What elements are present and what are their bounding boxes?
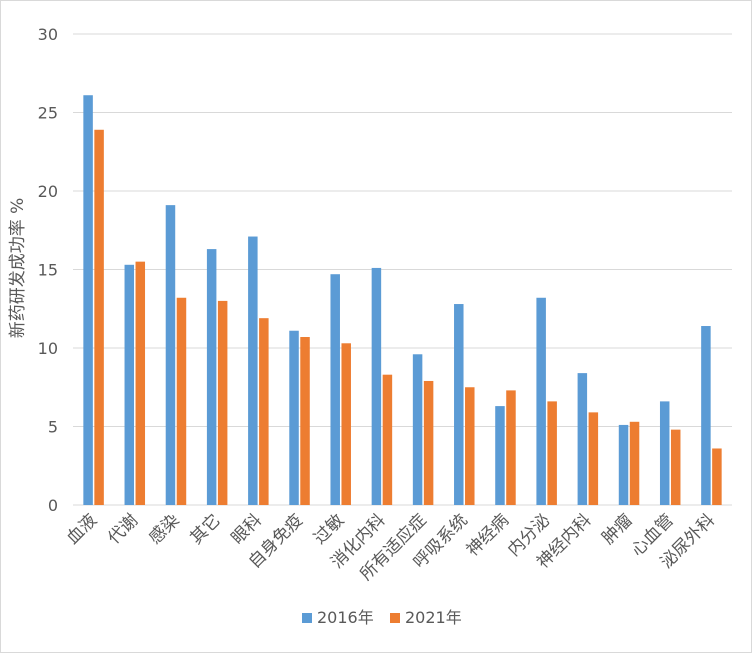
bar-2021年-血液 (94, 129, 104, 505)
y-tick-label: 5 (48, 418, 58, 437)
bar-2016年-眼科 (248, 236, 258, 505)
bar-2021年-眼科 (259, 318, 269, 505)
legend: 2016年 2021年 (302, 608, 462, 627)
bar-2016年-代谢 (124, 264, 135, 505)
y-tick-label: 25 (38, 104, 58, 123)
y-tick-label: 15 (38, 261, 58, 280)
bar-2021年-感染 (176, 297, 187, 505)
bar-2021年-其它 (217, 300, 228, 505)
bar-2021年-神经内科 (588, 412, 599, 505)
bar-2016年-肿瘤 (618, 424, 629, 505)
bar-2016年-神经病 (495, 406, 505, 505)
legend-label: 2021年 (405, 608, 462, 627)
bars (83, 95, 722, 505)
legend-swatch (302, 613, 312, 623)
y-axis-label: 新药研发成功率 % (8, 198, 28, 339)
bar-2021年-过敏 (341, 343, 351, 505)
bar-2016年-心血管 (659, 401, 670, 505)
y-tick-label: 0 (48, 496, 58, 515)
bar-2021年-内分泌 (547, 401, 557, 505)
bar-2021年-肿瘤 (629, 421, 640, 505)
bar-2021年-自身免疫 (300, 337, 310, 505)
bar-2021年-心血管 (670, 429, 681, 505)
y-tick-label: 20 (38, 182, 58, 201)
bar-2016年-泌尿外科 (701, 326, 711, 505)
bar-2021年-神经病 (506, 390, 516, 505)
x-category-label: 感染 (145, 510, 183, 548)
y-tick-label: 30 (38, 25, 58, 44)
bar-2016年-所有适应症 (412, 354, 423, 505)
bar-2016年-呼吸系统 (454, 304, 464, 505)
bar-2016年-消化内科 (371, 267, 382, 505)
bar-2016年-内分泌 (536, 297, 546, 505)
legend-label: 2016年 (317, 608, 374, 627)
bar-2021年-泌尿外科 (712, 448, 722, 505)
bar-2016年-自身免疫 (289, 330, 299, 505)
bar-2016年-血液 (83, 95, 93, 505)
legend-swatch (390, 613, 400, 623)
bar-2016年-感染 (165, 205, 176, 505)
bar-2016年-其它 (206, 249, 217, 505)
x-category-label: 神经病 (463, 510, 513, 560)
bar-2016年-神经内科 (577, 373, 588, 505)
bar-2021年-消化内科 (382, 374, 393, 505)
bar-2021年-呼吸系统 (465, 387, 475, 505)
x-category-label: 其它 (187, 510, 225, 548)
x-category-label: 代谢 (104, 510, 142, 548)
y-axis-ticks: 0 5 10 15 20 25 30 (38, 25, 58, 515)
x-axis-categories: 血液 代谢 感染 其它 眼科自身免疫 过敏消化内科所有适应症呼吸系统神经病内分泌神经内科肿… (63, 510, 719, 584)
bar-2016年-过敏 (330, 274, 340, 505)
y-tick-label: 10 (38, 339, 58, 358)
bar-2021年-代谢 (135, 261, 146, 505)
bar-2021年-所有适应症 (423, 380, 434, 505)
x-category-label: 血液 (63, 510, 101, 548)
